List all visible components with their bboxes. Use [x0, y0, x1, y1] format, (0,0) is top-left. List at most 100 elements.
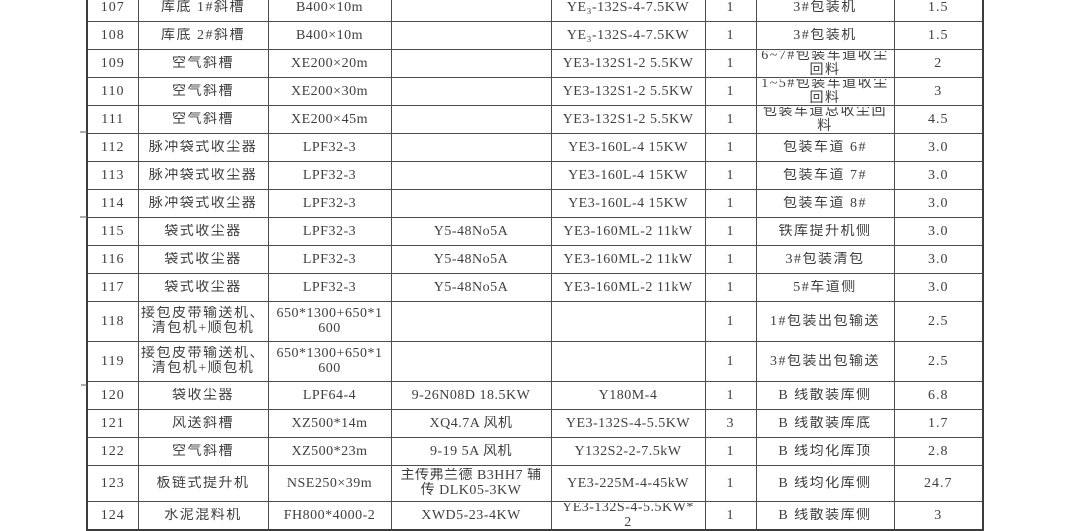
- cell-no: 117: [86, 272, 139, 302]
- cell-aux: 9-26N08D 18.5KW: [390, 380, 552, 410]
- cell-power: 3.0: [893, 188, 984, 218]
- cell-text: 6~7#包装车道收尘 回料: [761, 51, 889, 75]
- cell-name: 空气斜槽: [137, 436, 269, 466]
- cell-text: 113: [101, 167, 125, 183]
- cell-text: 112: [101, 139, 125, 155]
- cell-text: YE3-160ML-2 11kW: [563, 279, 693, 295]
- cell-text: 袋式收尘器: [164, 251, 242, 267]
- cell-text: LPF32-3: [302, 223, 357, 239]
- cell-text: 空气斜槽: [172, 111, 234, 127]
- cell-text: Y5-48No5A: [433, 279, 509, 295]
- cell-text: 4.5: [928, 111, 949, 127]
- cell-no: 110: [86, 76, 139, 106]
- table-row: 116 袋式收尘器 LPF32-3 Y5-48No5A YE3-160ML-2 11kW…: [86, 244, 984, 274]
- scan-artifact-tick: [81, 384, 87, 386]
- cell-text: LPF32-3: [302, 167, 357, 183]
- cell-text: 124: [100, 507, 125, 523]
- cell-aux: [390, 48, 552, 78]
- table-row: 107 库底 1#斜槽 B400×10m YE₃-132S-4-7.5KW 1 3#包装机…: [86, 0, 984, 22]
- table-row: 111 空气斜槽 XE200×45m YE3-132S1-2 5.5KW 1 包装车道总收…: [86, 104, 984, 134]
- table-row: 118 接包皮带输送机、 清包机+顺包机 650*1300+650*1 600 1 1#…: [86, 300, 984, 342]
- cell-spec: LPF64-4: [267, 380, 392, 410]
- cell-text: 122: [100, 443, 125, 459]
- cell-text: 120: [100, 387, 125, 403]
- cell-no: 116: [86, 244, 139, 274]
- cell-qty: 3: [704, 408, 757, 438]
- cell-text: YE3-132S-4-5.5KW* 2: [562, 502, 694, 528]
- cell-power: 3.0: [893, 272, 984, 302]
- cell-text: 空气斜槽: [172, 83, 234, 99]
- cell-text: 3#包装清包: [785, 251, 865, 267]
- cell-text: 1: [726, 443, 735, 459]
- cell-no: 113: [86, 160, 139, 190]
- cell-aux: [390, 104, 552, 134]
- cell-qty: 1: [704, 340, 757, 382]
- cell-power: 3.0: [893, 160, 984, 190]
- cell-location: 3#包装清包: [755, 244, 895, 274]
- cell-text: YE3-132S1-2 5.5KW: [562, 111, 694, 127]
- cell-motor: YE3-160ML-2 11kW: [550, 216, 706, 246]
- cell-text: NSE250×39m: [286, 475, 373, 491]
- cell-text: 114: [101, 195, 125, 211]
- cell-power: 3.0: [893, 244, 984, 274]
- cell-text: 1: [726, 139, 735, 155]
- cell-no: 109: [86, 48, 139, 78]
- cell-no: 107: [86, 0, 139, 22]
- cell-spec: LPF32-3: [267, 216, 392, 246]
- cell-name: 空气斜槽: [137, 48, 269, 78]
- cell-text: 121: [100, 415, 125, 431]
- cell-text: LPF32-3: [302, 195, 357, 211]
- cell-name: 脉冲袋式收尘器: [137, 160, 269, 190]
- cell-power: 3.0: [893, 216, 984, 246]
- cell-text: 111: [101, 111, 125, 127]
- cell-text: 1: [726, 353, 735, 369]
- cell-text: 3.0: [928, 279, 949, 295]
- cell-text: 空气斜槽: [172, 55, 234, 71]
- cell-text: 108: [100, 27, 125, 43]
- cell-text: 650*1300+650*1 600: [276, 346, 383, 376]
- scan-artifact-tick: [80, 216, 87, 218]
- cell-text: 袋收尘器: [172, 387, 234, 403]
- cell-power: 1.5: [893, 20, 984, 50]
- cell-name: 接包皮带输送机、 清包机+顺包机: [137, 300, 269, 342]
- cell-spec: B400×10m: [267, 20, 392, 50]
- cell-motor: [550, 300, 706, 342]
- cell-text: FH800*4000-2: [283, 507, 376, 523]
- cell-text: 1: [726, 475, 735, 491]
- cell-spec: FH800*4000-2: [267, 500, 392, 531]
- cell-text: 1: [726, 55, 735, 71]
- cell-text: 包装车道 6#: [783, 139, 867, 155]
- cell-name: 接包皮带输送机、 清包机+顺包机: [137, 340, 269, 382]
- cell-text: 接包皮带输送机、 清包机+顺包机: [141, 306, 265, 336]
- cell-name: 水泥混料机: [137, 500, 269, 531]
- cell-motor: YE₃-132S-4-7.5KW: [550, 0, 706, 22]
- cell-text: 1.5: [928, 27, 949, 43]
- cell-text: 库底 2#斜槽: [161, 27, 245, 43]
- cell-text: XE200×45m: [291, 111, 368, 127]
- cell-motor: YE3-160L-4 15KW: [550, 132, 706, 162]
- cell-qty: 1: [704, 188, 757, 218]
- cell-location: 3#包装机: [755, 0, 895, 22]
- cell-spec: NSE250×39m: [267, 464, 392, 502]
- cell-text: XZ500*14m: [291, 415, 368, 431]
- cell-text: 水泥混料机: [164, 507, 242, 523]
- cell-aux: [390, 188, 552, 218]
- cell-aux: 9-19 5A 风机: [390, 436, 552, 466]
- cell-aux: [390, 76, 552, 106]
- cell-location: B 线均化库顶: [755, 436, 895, 466]
- cell-text: 3.0: [928, 139, 949, 155]
- cell-spec: XZ500*23m: [267, 436, 392, 466]
- cell-name: 脉冲袋式收尘器: [137, 188, 269, 218]
- cell-text: 3: [726, 415, 735, 431]
- cell-text: XE200×30m: [291, 83, 368, 99]
- cell-text: YE3-225M-4-45kW: [567, 475, 689, 491]
- cell-text: 3#包装机: [793, 27, 857, 43]
- cell-text: B 线均化库顶: [778, 443, 872, 459]
- table-row: 114 脉冲袋式收尘器 LPF32-3 YE3-160L-4 15KW 1 包装车道 8#…: [86, 188, 984, 218]
- cell-text: 1: [726, 111, 735, 127]
- cell-text: 3#包装出包输送: [770, 353, 880, 369]
- cell-power: 2.8: [893, 436, 984, 466]
- cell-motor: Y132S2-2-7.5kW: [550, 436, 706, 466]
- cell-spec: LPF32-3: [267, 244, 392, 274]
- cell-text: 脉冲袋式收尘器: [148, 139, 258, 155]
